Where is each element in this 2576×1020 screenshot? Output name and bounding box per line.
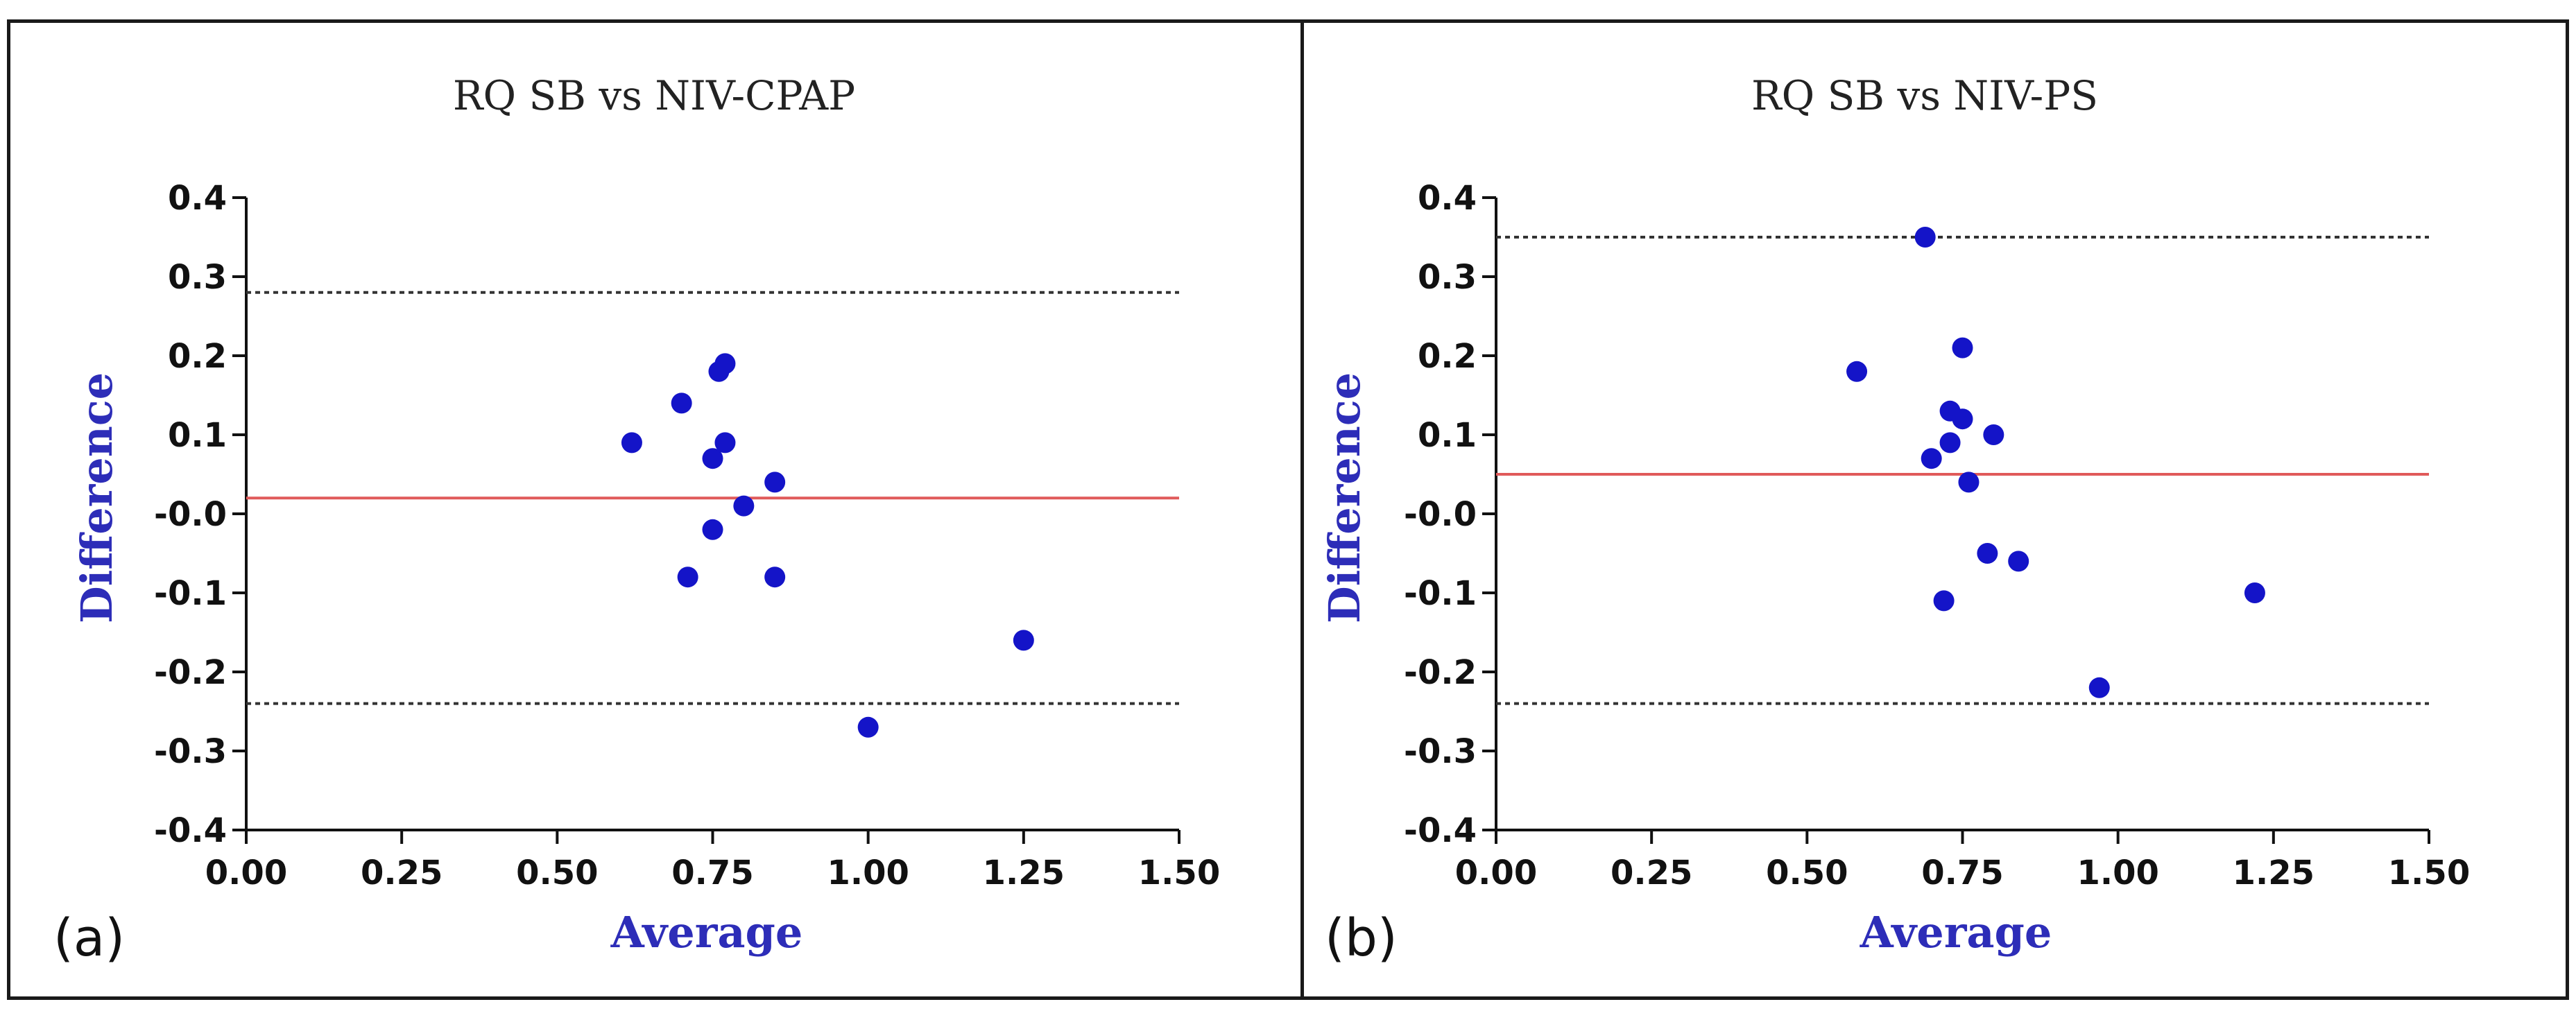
chart-b-xlabel: Average bbox=[1860, 907, 2052, 958]
chart-a-x-tick-label: 0.00 bbox=[205, 854, 287, 892]
chart-b-svg: RQ SB vs NIV-PS 0.4 0.3 0.2 0.1 -0.0 -0.1 -0.2… bbox=[1319, 72, 2470, 968]
chart-a-xlabel: Average bbox=[610, 907, 803, 958]
chart-b-data-point bbox=[2008, 551, 2029, 572]
chart-a-y-tick-label: -0.3 bbox=[154, 732, 227, 771]
chart-a-data-point bbox=[714, 432, 736, 453]
chart-b-data-point bbox=[1958, 472, 1980, 493]
chart-a-y-tick-label: -0.2 bbox=[154, 653, 227, 692]
chart-b-panel-label: (b) bbox=[1325, 908, 1398, 968]
chart-b-x-tick-label: 0.00 bbox=[1455, 854, 1537, 892]
chart-a-y-tick-label: 0.3 bbox=[168, 258, 227, 297]
chart-a-panel-label: (a) bbox=[53, 908, 125, 968]
chart-panel-b: RQ SB vs NIV-PS 0.4 0.3 0.2 0.1 -0.0 -0.1 -0.2… bbox=[1300, 19, 2569, 1000]
chart-b-x-tick-label: 1.25 bbox=[2233, 854, 2315, 892]
chart-b-y-tick-label: -0.3 bbox=[1404, 732, 1477, 771]
chart-a-title: RQ SB vs NIV-CPAP bbox=[453, 72, 855, 119]
chart-b-data-point bbox=[1939, 432, 1961, 453]
chart-b-x-tick-label: 0.50 bbox=[1766, 854, 1848, 892]
chart-b-y-tick-label: -0.2 bbox=[1404, 653, 1477, 692]
chart-a-data-point bbox=[671, 392, 692, 414]
chart-b-x-tick-label: 1.50 bbox=[2388, 854, 2470, 892]
chart-a-data-point bbox=[621, 432, 642, 453]
chart-a-x-tick-label: 1.00 bbox=[827, 854, 909, 892]
chart-a-y-tick-label: 0.2 bbox=[168, 337, 227, 376]
chart-a-data-point bbox=[702, 519, 723, 540]
chart-a-y-tick-label: -0.0 bbox=[154, 495, 227, 534]
chart-b-data-point bbox=[1846, 361, 1868, 382]
chart-a-data-point bbox=[764, 567, 786, 588]
chart-a-x-tick-label: 0.75 bbox=[671, 854, 753, 892]
chart-b-data-point bbox=[1921, 448, 1942, 469]
chart-a-data-point bbox=[714, 353, 736, 374]
chart-b-ylabel: Difference bbox=[1319, 372, 1370, 623]
chart-b-y-tick-label: -0.0 bbox=[1404, 495, 1477, 534]
chart-a-y-tick-label: 0.1 bbox=[168, 416, 227, 455]
chart-a-data-point bbox=[764, 472, 786, 493]
chart-a-data-point bbox=[677, 567, 698, 588]
chart-b-y-tick-label: -0.1 bbox=[1404, 574, 1477, 613]
chart-a-y-tick-label: 0.4 bbox=[168, 179, 227, 218]
chart-panel-a: RQ SB vs NIV-CPAP 0.4 0.3 0.2 0.1 -0.0 -0.1 -0… bbox=[7, 19, 1304, 1000]
chart-b-data-point bbox=[2088, 677, 2110, 698]
chart-b-data-point bbox=[2244, 582, 2265, 603]
chart-b-y-tick-label: -0.4 bbox=[1404, 811, 1477, 850]
chart-b-data-point bbox=[1952, 337, 1973, 358]
chart-b-data-point bbox=[1952, 408, 1973, 430]
chart-a-y-tick-label: -0.1 bbox=[154, 574, 227, 613]
chart-a-x-tick-label: 0.25 bbox=[361, 854, 443, 892]
chart-b-data-point bbox=[1977, 543, 1998, 564]
chart-b-data-point bbox=[1914, 227, 1936, 248]
chart-b-y-tick-label: 0.3 bbox=[1418, 258, 1477, 297]
chart-b-data-point bbox=[1933, 590, 1955, 612]
chart-a-ylabel: Difference bbox=[71, 372, 122, 623]
chart-a-data-point bbox=[1013, 630, 1034, 651]
chart-a-x-tick-label: 1.25 bbox=[983, 854, 1065, 892]
chart-b-y-tick-label: 0.2 bbox=[1418, 337, 1477, 376]
chart-b-x-tick-label: 1.00 bbox=[2077, 854, 2158, 892]
chart-a-data-point bbox=[702, 448, 723, 469]
chart-a-x-tick-label: 1.50 bbox=[1138, 854, 1220, 892]
chart-b-y-tick-label: 0.1 bbox=[1418, 416, 1477, 455]
chart-a-data-point bbox=[733, 495, 755, 517]
chart-b-data-point bbox=[1983, 424, 2004, 445]
chart-b-title: RQ SB vs NIV-PS bbox=[1751, 72, 2098, 119]
chart-b-x-tick-label: 0.75 bbox=[1921, 854, 2003, 892]
chart-a-y-tick-label: -0.4 bbox=[154, 811, 227, 850]
chart-a-svg: RQ SB vs NIV-CPAP 0.4 0.3 0.2 0.1 -0.0 -0.1 -0… bbox=[53, 72, 1220, 968]
chart-a-x-tick-label: 0.50 bbox=[516, 854, 598, 892]
chart-a-data-point bbox=[857, 716, 879, 738]
chart-b-x-tick-label: 0.25 bbox=[1611, 854, 1692, 892]
chart-b-y-tick-label: 0.4 bbox=[1418, 179, 1477, 218]
